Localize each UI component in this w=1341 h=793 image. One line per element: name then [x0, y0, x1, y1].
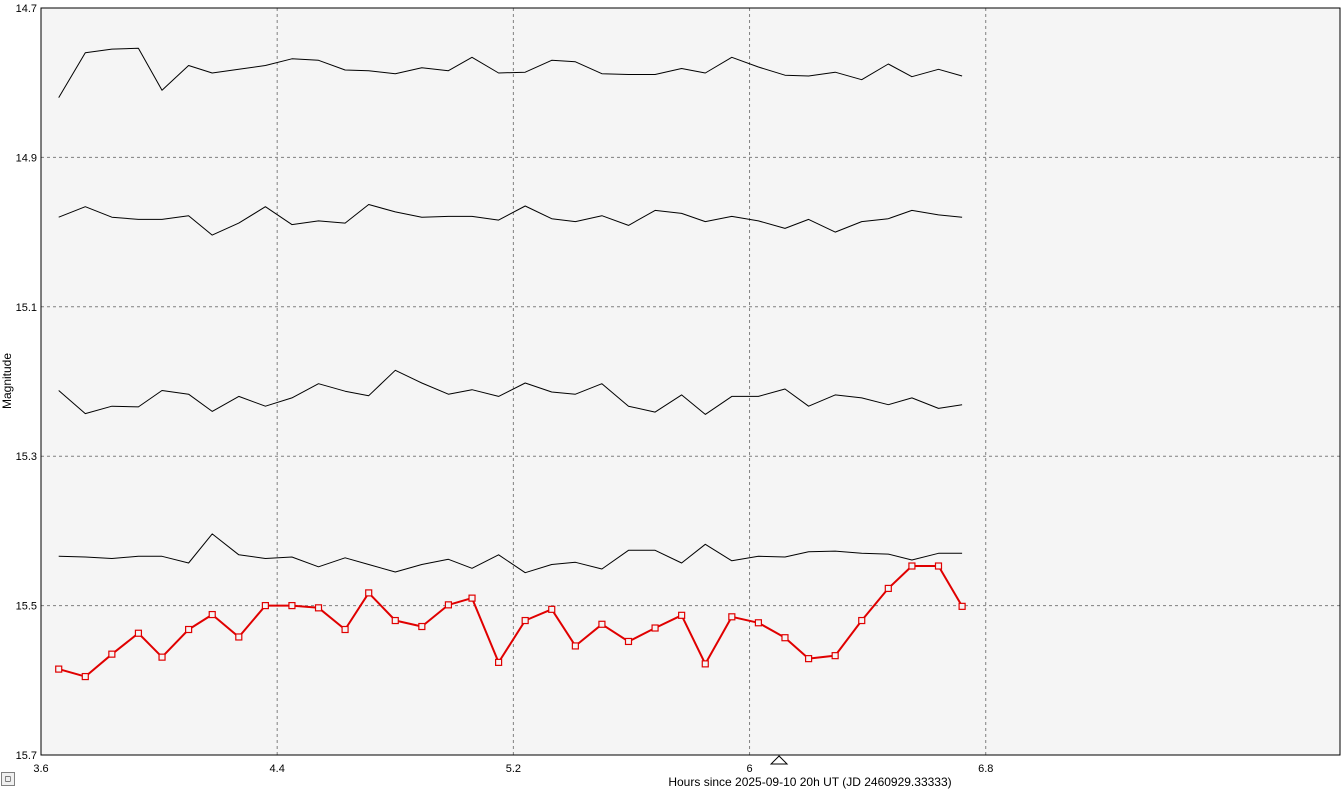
data-point[interactable] — [444, 601, 453, 609]
data-point[interactable] — [185, 625, 193, 634]
data-point[interactable] — [754, 619, 763, 627]
plot-area — [41, 8, 1340, 755]
series-line-4 — [58, 533, 963, 574]
data-point[interactable] — [651, 624, 659, 632]
data-point[interactable] — [468, 594, 476, 602]
data-point[interactable] — [908, 562, 916, 570]
x-tick-label: 5.2 — [506, 763, 521, 775]
data-point[interactable] — [678, 611, 686, 619]
data-point[interactable] — [831, 652, 839, 660]
series-line-2 — [58, 204, 963, 236]
x-tick-label: 3.6 — [33, 763, 48, 775]
y-tick-label: 15.3 — [16, 451, 37, 463]
data-point[interactable] — [235, 633, 243, 641]
x-tick-label: 4.4 — [270, 763, 285, 775]
series-line-3 — [58, 369, 963, 415]
data-point[interactable] — [781, 634, 789, 642]
series-layer — [55, 47, 966, 681]
y-axis-label: Magnitude — [0, 353, 14, 409]
corner-button[interactable]: ◻ — [1, 772, 15, 786]
data-point[interactable] — [958, 602, 966, 610]
data-point[interactable] — [314, 604, 323, 612]
data-point[interactable] — [495, 658, 503, 666]
data-point[interactable] — [134, 629, 143, 637]
data-point[interactable] — [521, 616, 529, 625]
data-point[interactable] — [261, 601, 269, 610]
data-point[interactable] — [934, 562, 943, 570]
data-point[interactable] — [858, 616, 866, 625]
data-point[interactable] — [108, 650, 116, 658]
data-point[interactable] — [548, 605, 556, 613]
grid-lines — [41, 8, 1340, 755]
data-point[interactable] — [81, 672, 89, 681]
y-tick-label: 15.1 — [16, 302, 37, 314]
tick-labels: 3.6 4.4 5.2 6 6.8 14.7 14.9 15.1 15.3 15.5 15.7 — [16, 3, 994, 775]
y-tick-label: 14.9 — [16, 152, 37, 164]
data-point[interactable] — [418, 622, 426, 631]
data-point[interactable] — [288, 601, 296, 610]
data-point[interactable] — [55, 665, 63, 673]
y-tick-label: 15.5 — [16, 601, 37, 613]
plot-frame — [40, 7, 1341, 756]
data-point[interactable] — [701, 660, 709, 668]
data-point[interactable] — [365, 589, 373, 597]
data-point[interactable] — [158, 653, 166, 661]
data-point[interactable] — [571, 642, 579, 650]
y-tick-label: 15.7 — [16, 750, 37, 762]
data-point[interactable] — [341, 625, 349, 634]
y-tick-label: 14.7 — [16, 3, 37, 15]
data-point[interactable] — [884, 584, 892, 593]
data-point[interactable] — [391, 616, 399, 625]
data-point[interactable] — [728, 613, 736, 621]
data-point[interactable] — [598, 620, 606, 628]
x-tick-label: 6.8 — [978, 763, 993, 775]
data-point[interactable] — [804, 655, 813, 663]
series-line-5 — [58, 565, 963, 678]
current-time-marker[interactable] — [769, 755, 789, 765]
series-line-1 — [58, 47, 963, 98]
data-point[interactable] — [624, 637, 633, 646]
x-axis-label: Hours since 2025-09-10 20h UT (JD 246092… — [668, 775, 951, 789]
data-point[interactable] — [208, 610, 216, 619]
x-tick-label: 6 — [746, 763, 752, 775]
